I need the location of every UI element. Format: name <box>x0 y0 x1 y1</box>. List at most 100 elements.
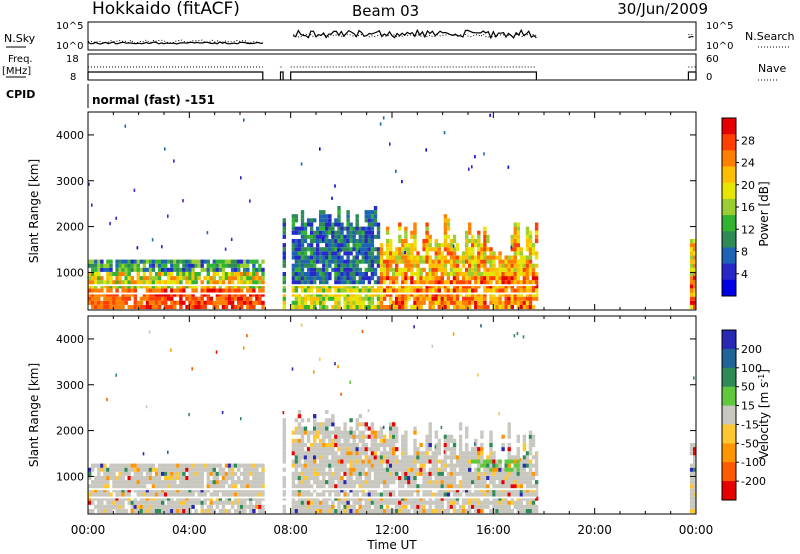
power-cell <box>437 288 441 293</box>
velocity-cell <box>282 496 286 501</box>
power-cell <box>303 259 308 264</box>
velocity-cell <box>306 476 311 481</box>
power-cell <box>300 222 305 227</box>
velocity-cell <box>157 504 162 509</box>
velocity-cell <box>425 447 429 452</box>
velocity-cell <box>306 480 311 485</box>
velocity-scatter-cell <box>215 350 218 354</box>
velocity-cell <box>513 492 517 497</box>
velocity-cell <box>385 451 390 456</box>
velocity-cell <box>534 488 539 493</box>
velocity-cell <box>176 492 180 497</box>
velocity-cell <box>382 443 387 448</box>
power-cell <box>413 292 417 297</box>
velocity-cell <box>297 496 302 501</box>
power-cell <box>437 305 441 310</box>
power-cell <box>218 296 223 301</box>
velocity-cell <box>379 451 384 456</box>
power-cell <box>167 284 171 289</box>
velocity-cell <box>416 500 420 505</box>
velocity-cell <box>334 451 338 456</box>
velocity-cell <box>313 422 317 427</box>
power-cell <box>106 292 110 297</box>
power-cell <box>170 272 174 277</box>
velocity-cell <box>410 476 414 481</box>
power-cell <box>237 292 241 297</box>
power-cell <box>145 276 150 281</box>
power-cell <box>322 288 326 293</box>
power-cell <box>294 276 299 281</box>
power-cell <box>179 276 183 281</box>
power-cell <box>185 263 189 268</box>
velocity-cell <box>252 471 256 476</box>
velocity-cell <box>443 459 448 464</box>
power-cell <box>291 214 296 219</box>
power-cell <box>349 247 353 252</box>
velocity-cell <box>148 509 153 514</box>
velocity-cell <box>252 488 256 493</box>
velocity-cell <box>322 467 326 472</box>
power-cell <box>693 267 697 272</box>
velocity-cell <box>303 509 308 514</box>
velocity-cell <box>100 509 104 514</box>
velocity-cell <box>504 509 508 514</box>
velocity-cell <box>209 480 213 485</box>
power-cell <box>468 247 472 252</box>
power-scatter-cell <box>325 233 327 237</box>
velocity-cell <box>157 480 162 485</box>
power-cell <box>215 296 220 301</box>
power-cell <box>392 300 396 305</box>
velocity-cell <box>300 509 305 514</box>
power-cell <box>97 259 101 264</box>
velocity-cell <box>97 471 101 476</box>
velocity-cell <box>407 476 411 481</box>
power-cell <box>322 263 326 268</box>
power-cell <box>689 292 694 297</box>
velocity-cell <box>474 509 478 514</box>
velocity-cell <box>367 467 372 472</box>
power-cell <box>361 259 365 264</box>
power-cell <box>361 305 365 310</box>
power-cell <box>255 267 259 272</box>
power-cell <box>191 267 195 272</box>
velocity-cell <box>221 471 226 476</box>
power-cell <box>346 296 350 301</box>
power-cell <box>495 296 499 301</box>
power-scatter-cell <box>91 203 93 207</box>
velocity-cell <box>319 471 323 476</box>
velocity-cell <box>528 509 533 514</box>
power-cell <box>528 251 533 256</box>
power-cell <box>461 288 466 293</box>
power-cell <box>413 300 417 305</box>
power-cell <box>291 263 296 268</box>
power-cell <box>501 284 505 289</box>
power-cell <box>477 263 481 268</box>
power-cell <box>468 280 472 285</box>
velocity-cell <box>489 438 493 443</box>
power-cell <box>291 300 296 305</box>
velocity-cell <box>282 509 286 514</box>
power-cell <box>224 288 229 293</box>
velocity-cell <box>300 504 305 509</box>
power-cell <box>525 288 530 293</box>
beam-label: Beam 03 <box>352 2 419 20</box>
power-cell <box>300 284 305 289</box>
power-cell <box>237 296 241 301</box>
power-cell <box>352 234 356 239</box>
power-cell <box>334 251 338 256</box>
power-cell <box>334 222 338 227</box>
power-cell <box>431 280 435 285</box>
power-cell <box>486 255 490 260</box>
velocity-colorbar-tick-label: -200 <box>741 475 766 488</box>
power-cell <box>309 296 314 301</box>
velocity-cell <box>206 471 210 476</box>
velocity-cell <box>106 471 110 476</box>
velocity-cell <box>468 480 472 485</box>
velocity-cell <box>422 451 426 456</box>
power-cell <box>191 272 195 277</box>
velocity-cell <box>322 476 326 481</box>
power-cell <box>188 272 192 277</box>
velocity-cell <box>258 492 262 497</box>
velocity-cell <box>316 426 320 431</box>
power-cell <box>306 280 311 285</box>
